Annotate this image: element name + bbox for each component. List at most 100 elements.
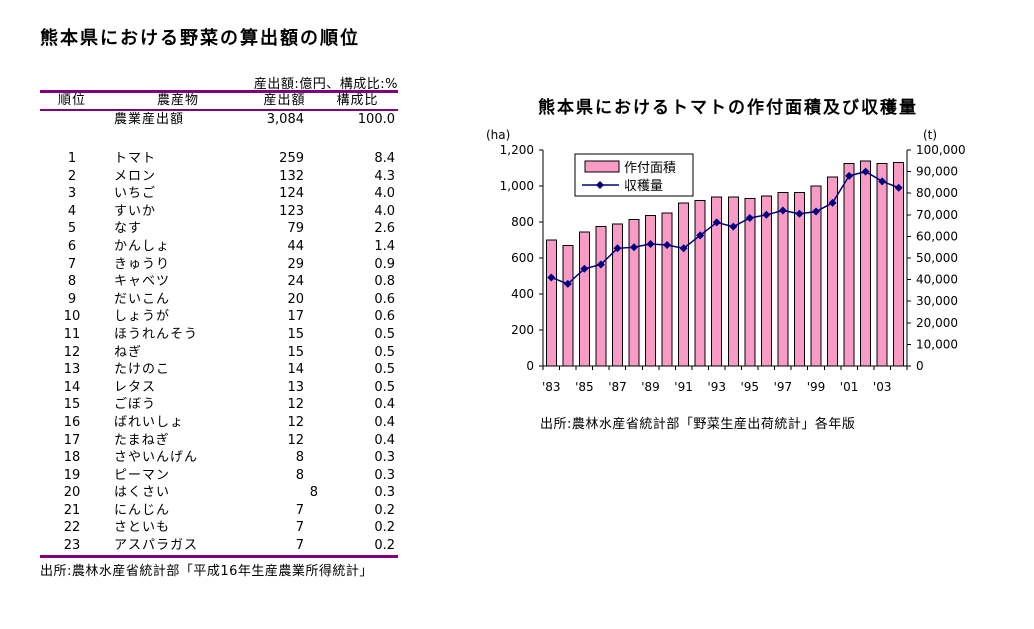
table-row: 4 すいか 123 4.0: [40, 203, 398, 221]
share-cell: 0.5: [374, 344, 395, 360]
bar-1988: [628, 218, 640, 367]
x-axis-label: '93: [707, 380, 726, 394]
share-cell: 0.2: [374, 502, 395, 518]
product-cell: 農業産出額: [114, 112, 185, 127]
column-header-1: 農産物: [156, 93, 199, 108]
x-axis-label: '85: [575, 380, 594, 394]
output-cell: 8: [295, 450, 304, 466]
rank-cell: 11: [63, 326, 81, 342]
x-axis-label: '95: [741, 380, 760, 394]
table-row: 23 アスパラガス 7 0.2: [40, 537, 398, 555]
table-row: 16 ばれいしょ 12 0.4: [40, 414, 398, 432]
chart-section: 熊本県におけるトマトの作付面積及び収穫量 0 200 400 600 800 1,000 1…: [470, 90, 1030, 460]
product-cell: トマト: [114, 151, 157, 166]
share-cell: 0.3: [374, 467, 395, 483]
output-cell: 79: [287, 221, 304, 237]
right-axis-label: 70,000: [916, 208, 958, 222]
harvest-marker-1994: [729, 222, 738, 231]
bar-1984: [562, 244, 574, 367]
rank-cell: 3: [67, 186, 77, 202]
rank-cell: 7: [67, 256, 77, 272]
table-row: 6 かんしょ 44 1.4: [40, 238, 398, 256]
output-cell: 259: [279, 151, 304, 166]
x-axis-label: '89: [641, 380, 660, 394]
table-row: 7 きゅうり 29 0.9: [40, 256, 398, 274]
output-cell: 3,084: [266, 112, 304, 127]
rank-cell: 4: [67, 203, 77, 219]
harvest-marker-2004: [894, 183, 903, 192]
bar-1985: [578, 231, 590, 367]
right-axis-label: 20,000: [916, 316, 958, 330]
harvest-marker-2003: [878, 177, 887, 186]
right-axis-label: 0: [916, 359, 924, 373]
table-row: 9 だいこん 20 0.6: [40, 291, 398, 309]
rank-cell: 2: [67, 168, 77, 184]
product-cell: なす: [114, 221, 143, 237]
output-cell: 7: [295, 538, 304, 554]
harvest-marker-1988: [630, 243, 638, 252]
column-header-2: 産出額: [263, 93, 306, 108]
ranking-section: 熊本県における野菜の算出額の順位 産出額:億円、構成比:% 順位 農産物 産出額 構成…: [40, 24, 398, 624]
bar-1995: [744, 198, 756, 367]
share-cell: 1.4: [374, 238, 395, 254]
harvest-marker-1991: [679, 244, 688, 253]
bar-2001: [843, 163, 855, 367]
rank-cell: 16: [63, 414, 81, 430]
product-cell: ばれいしょ: [114, 414, 185, 430]
right-axis-label: 100,000: [916, 143, 966, 157]
rank-cell: 12: [63, 344, 81, 360]
output-cell: 7: [295, 502, 304, 518]
output-cell: 132: [279, 168, 304, 184]
legend-label-area: 作付面積: [624, 161, 676, 176]
table-row: 3 いちご 124 4.0: [40, 185, 398, 203]
harvest-marker-1995: [745, 214, 754, 223]
table-row: 2 メロン 132 4.3: [40, 168, 398, 186]
table-row: 22 さといも 7 0.2: [40, 519, 398, 537]
bar-1996: [760, 195, 772, 367]
table-total-row: 農業産出額 3,084 100.0: [40, 111, 398, 128]
product-cell: たけのこ: [114, 362, 171, 378]
right-axis-label: 30,000: [916, 294, 958, 308]
output-cell: 15: [287, 326, 304, 342]
product-cell: はくさい: [114, 485, 171, 501]
bar-1989: [645, 215, 657, 367]
right-axis-unit: (t): [923, 128, 937, 142]
bar-1991: [678, 202, 690, 367]
table-row: 1 トマト 259 8.4: [40, 150, 398, 168]
share-cell: 0.3: [374, 450, 395, 466]
output-cell: 15: [287, 344, 304, 360]
output-cell: 44: [287, 238, 304, 254]
column-header-3: 構成比: [336, 93, 379, 108]
product-cell: だいこん: [114, 291, 171, 307]
share-cell: 0.3: [374, 485, 395, 501]
output-cell: 24: [287, 274, 304, 290]
share-cell: 2.6: [374, 221, 395, 237]
rank-cell: [40, 111, 104, 128]
output-cell: 12: [287, 397, 304, 413]
bar-2004: [893, 162, 905, 367]
table-row: 18 さやいんげん 8 0.3: [40, 449, 398, 467]
product-cell: かんしょ: [114, 238, 171, 254]
rank-cell: 20: [63, 485, 81, 501]
output-cell: 20: [287, 291, 304, 307]
harvest-marker-1998: [795, 209, 804, 218]
rank-cell: 8: [67, 274, 77, 290]
share-cell: 0.8: [374, 274, 395, 290]
bar-1992: [694, 199, 706, 367]
rank-cell: 15: [63, 397, 81, 413]
chart-source: 出所:農林水産省統計部「野菜生産出荷統計」各年版: [540, 417, 856, 432]
output-cell: 7: [295, 520, 304, 536]
table-row: 14 レタス 13 0.5: [40, 379, 398, 397]
share-cell: 0.5: [374, 362, 395, 378]
product-cell: ねぎ: [114, 344, 143, 360]
product-cell: いちご: [114, 186, 157, 202]
document-title: 熊本県における野菜の算出額の順位: [40, 28, 360, 49]
harvest-marker-1992: [696, 231, 705, 240]
table-row: 10 しょうが 17 0.6: [40, 308, 398, 326]
harvest-marker-1989: [646, 239, 655, 248]
table-row: 5 なす 79 2.6: [40, 220, 398, 238]
harvest-marker-1983: [547, 273, 556, 282]
bar-1998: [793, 191, 805, 367]
output-cell: 13: [287, 379, 304, 395]
output-cell: 123: [279, 203, 304, 219]
